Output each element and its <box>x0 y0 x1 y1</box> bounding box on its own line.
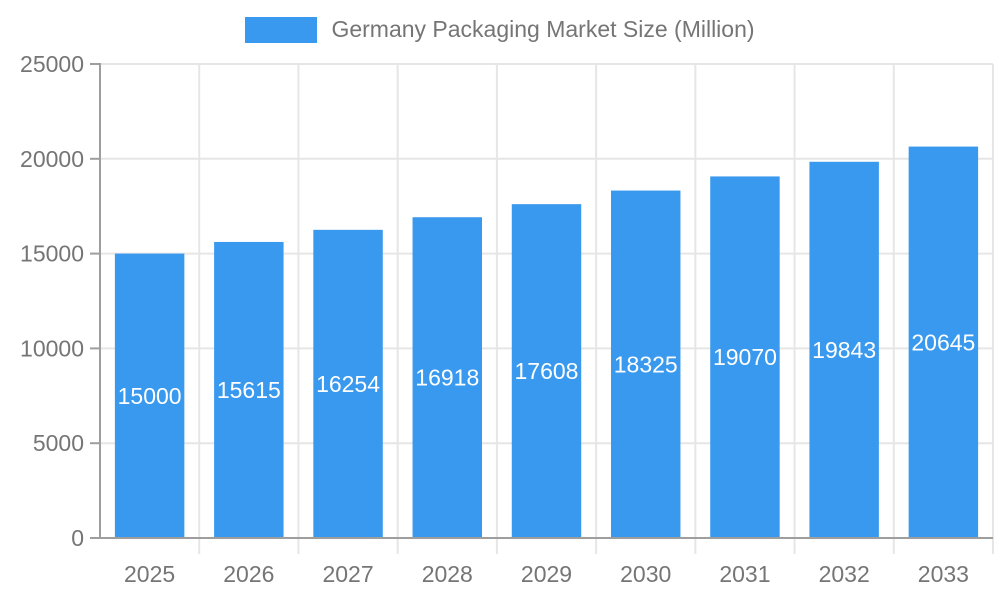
bar-value-label: 18325 <box>614 351 678 377</box>
bar <box>908 146 979 538</box>
bar <box>214 241 284 538</box>
legend: Germany Packaging Market Size (Million) <box>0 16 1000 43</box>
bar-value-label: 19070 <box>713 344 777 370</box>
x-tick-label: 2033 <box>918 561 969 587</box>
bar <box>809 161 879 538</box>
x-tick-label: 2027 <box>322 561 373 587</box>
bar-value-label: 15615 <box>217 377 281 403</box>
bar-value-label: 20645 <box>911 329 975 355</box>
bar-value-label: 16918 <box>415 365 479 391</box>
bar-value-label: 19843 <box>812 337 876 363</box>
legend-label: Germany Packaging Market Size (Million) <box>331 16 755 42</box>
x-tick-label: 2029 <box>521 561 572 587</box>
y-tick-label: 15000 <box>20 241 84 267</box>
x-tick-label: 2030 <box>620 561 671 587</box>
bar <box>114 253 185 538</box>
y-tick-label: 0 <box>71 525 84 551</box>
x-tick-label: 2028 <box>422 561 473 587</box>
y-tick-label: 25000 <box>20 51 84 77</box>
y-tick-label: 5000 <box>33 430 84 456</box>
bar-value-label: 15000 <box>118 383 182 409</box>
y-tick-label: 10000 <box>20 335 84 361</box>
bar-value-label: 16254 <box>316 371 380 397</box>
bar <box>511 204 582 538</box>
bar-value-label: 17608 <box>515 358 579 384</box>
bar <box>710 176 780 538</box>
legend-swatch <box>245 16 318 43</box>
x-tick-label: 2031 <box>719 561 770 587</box>
x-tick-label: 2032 <box>819 561 870 587</box>
bar <box>412 217 483 538</box>
x-tick-label: 2026 <box>223 561 274 587</box>
y-tick-label: 20000 <box>20 146 84 172</box>
bar <box>610 190 681 539</box>
bar <box>313 229 383 538</box>
x-tick-label: 2025 <box>124 561 175 587</box>
